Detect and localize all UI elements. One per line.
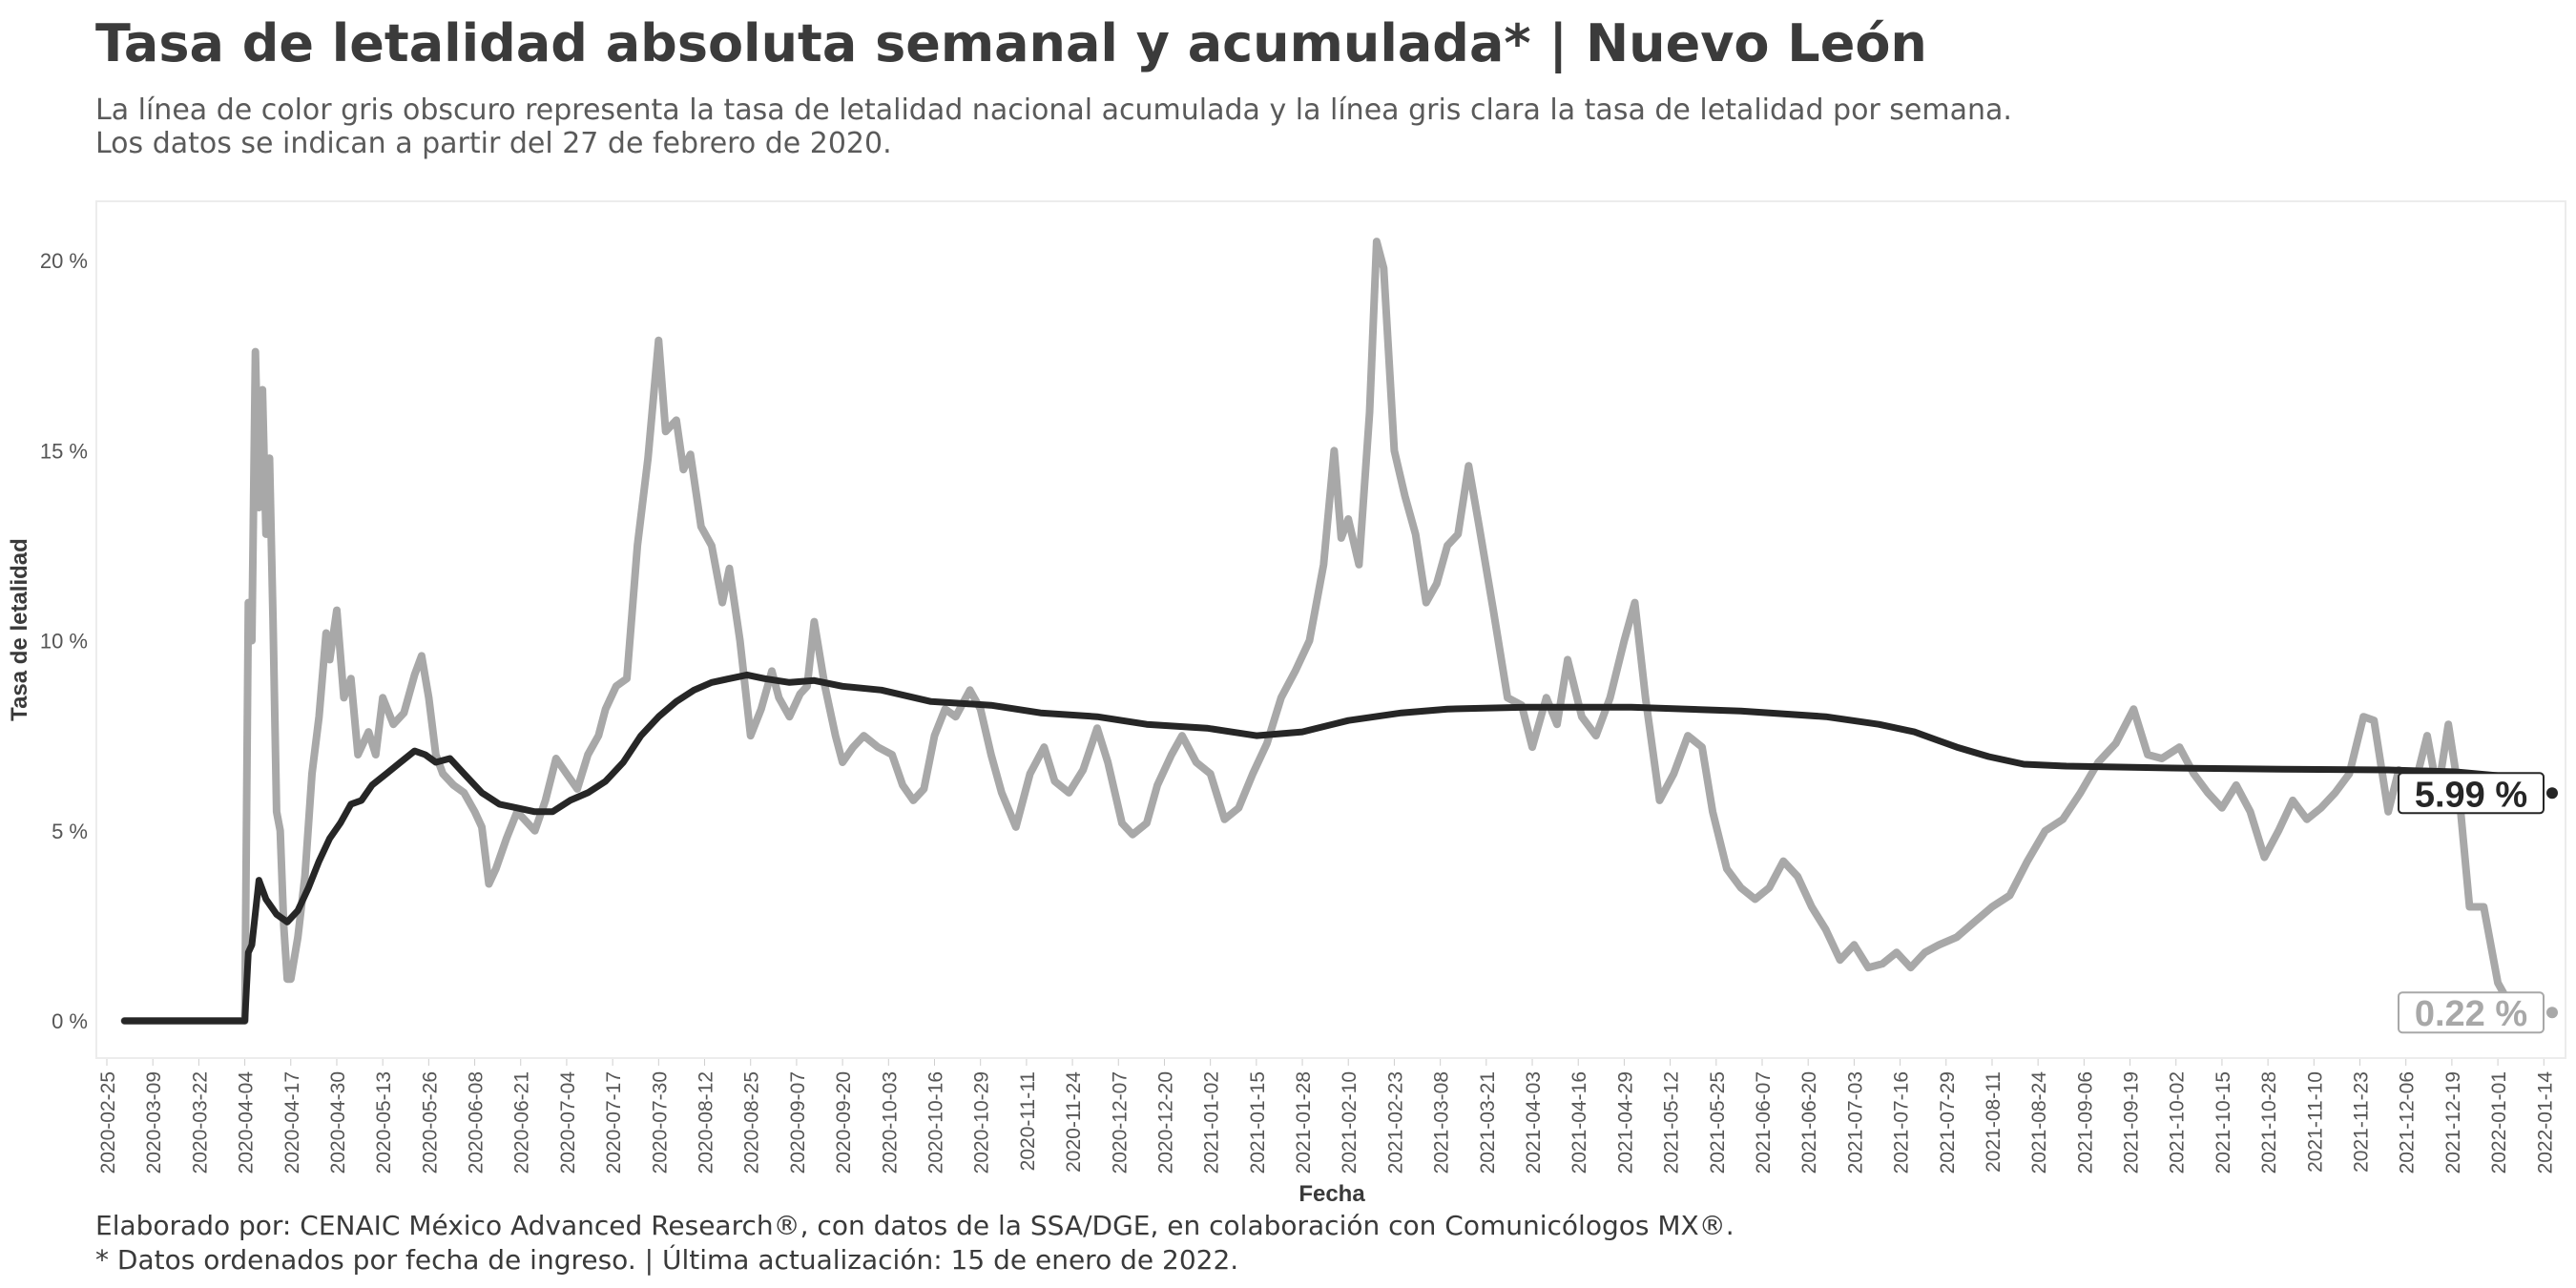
y-tick-label: 0 % xyxy=(52,1009,88,1033)
series-line-acumulada xyxy=(121,671,2526,1025)
x-tick-label: 2021-08-24 xyxy=(2028,1071,2050,1174)
x-tick-label: 2021-03-08 xyxy=(1431,1071,1453,1174)
x-tick-label: 2021-07-29 xyxy=(1937,1071,1959,1174)
x-tick-label: 2022-01-14 xyxy=(2534,1071,2556,1174)
x-tick-label: 2021-02-10 xyxy=(1339,1071,1361,1174)
x-tick-label: 2021-05-12 xyxy=(1661,1071,1683,1174)
subtitle-line-2: Los datos se indican a partir del 27 de … xyxy=(95,127,892,160)
x-tick-label: 2020-04-17 xyxy=(281,1071,303,1174)
x-tick-label: 2020-09-20 xyxy=(833,1071,855,1174)
x-tick-label: 2020-08-12 xyxy=(696,1071,717,1174)
x-tick-label: 2021-03-21 xyxy=(1477,1071,1499,1174)
page-title: Tasa de letalidad absoluta semanal y acu… xyxy=(95,13,1927,73)
x-tick-label: 2020-05-26 xyxy=(419,1071,441,1174)
end-label-box-semanal xyxy=(2398,991,2545,1034)
x-tick-label: 2020-11-24 xyxy=(1063,1071,1085,1173)
x-axis-label: Fecha xyxy=(1298,1181,1365,1207)
footer-note: * Datos ordenados por fecha de ingreso. … xyxy=(95,1244,1239,1276)
x-tick-label: 2021-09-06 xyxy=(2074,1071,2096,1174)
y-axis-ticks: 0 % 5 % 10 % 15 % 20 % xyxy=(40,249,88,1033)
x-tick-label: 2021-10-15 xyxy=(2212,1071,2234,1174)
series-end-point-semanal xyxy=(2546,1007,2558,1019)
x-tick-label: 2021-04-16 xyxy=(1568,1071,1590,1174)
x-tick-label: 2021-07-16 xyxy=(1891,1071,1913,1174)
subtitle-line-1: La línea de color gris obscuro represent… xyxy=(95,93,2012,127)
chart: 0 %5 %10 %15 %20 % 2020-02-25 2020-03-09 2… xyxy=(7,200,2566,1207)
x-tick-label: 2020-07-30 xyxy=(649,1071,671,1174)
x-tick-label: 2020-08-25 xyxy=(741,1071,763,1174)
x-tick-label: 2020-06-21 xyxy=(511,1071,533,1174)
x-tick-label: 2020-10-29 xyxy=(971,1071,993,1174)
x-tick-label: 2020-03-22 xyxy=(189,1071,211,1174)
x-tick-label: 2021-11-23 xyxy=(2351,1071,2373,1173)
series-line-semanal xyxy=(120,238,2526,1025)
x-tick-label: 2020-12-20 xyxy=(1154,1071,1176,1174)
x-tick-label: 2021-01-28 xyxy=(1293,1071,1315,1174)
x-tick-label: 2021-04-03 xyxy=(1523,1071,1545,1174)
plot-border xyxy=(95,200,2566,1059)
y-axis-label: Tasa de letalidad xyxy=(7,538,32,721)
x-tick-label: 2021-11-10 xyxy=(2304,1071,2326,1173)
x-tick-label: 2020-02-25 xyxy=(97,1071,119,1174)
x-tick-label: 2021-12-06 xyxy=(2397,1071,2419,1174)
x-tick-label: 2021-12-19 xyxy=(2442,1071,2464,1174)
x-tick-label: 2020-07-17 xyxy=(603,1071,625,1174)
x-tick-label: 2021-01-02 xyxy=(1201,1071,1223,1174)
x-tick-label: 2020-10-03 xyxy=(879,1071,901,1174)
x-tick-label: 2020-11-11 xyxy=(1017,1071,1039,1171)
x-tick-label: 2020-05-13 xyxy=(373,1071,395,1174)
x-tick-label: 2020-10-16 xyxy=(924,1071,946,1174)
x-tick-label: 2020-04-30 xyxy=(327,1071,349,1174)
x-tick-label: 2021-04-29 xyxy=(1614,1071,1636,1174)
y-tick-label: 20 % xyxy=(40,249,88,273)
x-tick-label: 2021-01-15 xyxy=(1247,1071,1269,1174)
x-tick-label: 2021-10-02 xyxy=(2167,1071,2189,1174)
x-tick-label: 2021-08-11 xyxy=(1983,1071,2005,1173)
x-tick-label: 2020-09-07 xyxy=(787,1071,809,1174)
end-label-box-acumulada xyxy=(2398,772,2545,815)
x-tick-label: 2020-07-04 xyxy=(557,1071,579,1174)
end-labels-layer: 0.22 % 5.99 % xyxy=(2398,772,2545,1034)
end-label-semanal: 0.22 % xyxy=(2415,994,2527,1034)
x-tick-label: 2020-12-07 xyxy=(1109,1071,1131,1174)
x-tick-label: 2021-06-07 xyxy=(1753,1071,1775,1174)
end-label-acumulada: 5.99 % xyxy=(2415,775,2527,815)
x-tick-label: 2020-04-04 xyxy=(236,1071,258,1174)
x-tick-label: 2020-06-08 xyxy=(466,1071,488,1174)
series-end-point-acumulada xyxy=(2546,787,2558,800)
x-tick-label: 2021-09-19 xyxy=(2121,1071,2143,1174)
x-tick-label: 2022-01-01 xyxy=(2488,1071,2510,1174)
x-tick-label: 2021-06-20 xyxy=(1798,1071,1820,1174)
x-axis-ticks: 2020-02-25 2020-03-09 2020-03-22 2020-04-04… xyxy=(97,1059,2556,1174)
series-layer xyxy=(120,238,2558,1025)
footer-credit: Elaborado por: CENAIC México Advanced Re… xyxy=(95,1210,1735,1241)
x-tick-label: 2020-03-09 xyxy=(143,1071,165,1174)
x-tick-label: 2021-10-28 xyxy=(2258,1071,2280,1174)
x-tick-label: 2021-02-23 xyxy=(1384,1071,1406,1174)
y-tick-label: 15 % xyxy=(40,439,88,463)
x-tick-label: 2021-05-25 xyxy=(1707,1071,1729,1174)
y-tick-label: 10 % xyxy=(40,630,88,654)
x-tick-label: 2021-07-03 xyxy=(1844,1071,1866,1174)
y-tick-label: 5 % xyxy=(52,820,88,843)
